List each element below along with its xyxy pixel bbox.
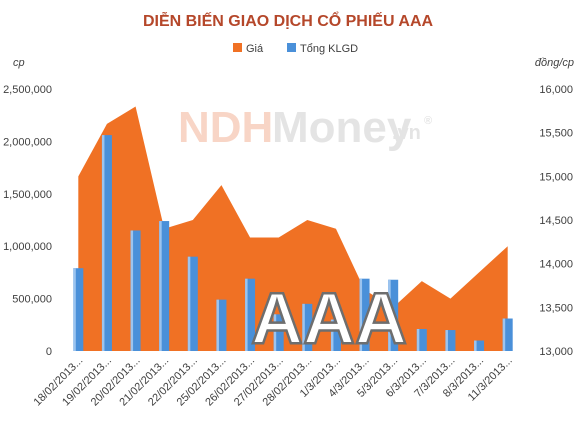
volume-bar-highlight — [445, 330, 448, 351]
volume-bar — [416, 328, 427, 351]
volume-bar — [330, 319, 341, 351]
left-axis-tick-label: 2,500,000 — [3, 84, 52, 96]
legend-label-volume: Tổng KLGD — [300, 43, 358, 55]
volume-bar-highlight — [302, 303, 305, 351]
left-axis-tick-label: 2,000,000 — [3, 136, 52, 148]
volume-bar-highlight — [388, 279, 391, 351]
right-axis-tick-label: 14,500 — [539, 215, 573, 227]
price-area — [78, 106, 508, 351]
volume-bars-layer — [73, 135, 513, 351]
watermark-domain: .vn — [392, 122, 421, 144]
watermark-logo: NDH Money .vn ® — [178, 103, 432, 152]
volume-bar-highlight — [187, 256, 191, 351]
volume-bar-highlight — [130, 230, 134, 351]
x-axis: 18/02/2013...19/02/2013...20/02/2013...2… — [32, 355, 515, 409]
volume-bar — [245, 278, 256, 351]
left-axis: 0 500,000 1,000,000 1,500,000 2,000,000 2,500… — [3, 84, 52, 358]
legend-label-price: Giá — [246, 43, 264, 55]
right-axis-tick-label: 15,000 — [539, 171, 573, 183]
right-axis-unit: đồng/cp — [535, 57, 574, 69]
volume-bar-highlight — [73, 268, 76, 351]
volume-bar — [130, 230, 141, 351]
volume-bar-highlight — [330, 319, 334, 351]
volume-bar — [388, 279, 399, 351]
volume-bar-highlight — [359, 278, 363, 351]
right-axis-tick-label: 16,000 — [539, 84, 573, 96]
watermark-registered: ® — [424, 115, 432, 127]
volume-bar — [73, 268, 84, 351]
stock-code-overlay: AAA — [251, 279, 407, 359]
right-axis-tick-label: 13,000 — [539, 346, 573, 358]
volume-bar-highlight — [416, 328, 420, 351]
volume-bar — [445, 330, 456, 351]
watermark-ndh: NDH — [178, 103, 273, 152]
volume-bar — [216, 299, 227, 351]
right-axis: 13,000 13,500 14,000 14,500 15,000 15,500 16,0… — [539, 84, 573, 358]
price-area-layer — [78, 106, 508, 351]
volume-bar — [359, 278, 370, 351]
volume-bar — [101, 135, 112, 351]
chart-title: DIỄN BIẾN GIAO DỊCH CỔ PHIẾU AAA — [143, 11, 434, 30]
watermark-money: Money — [272, 103, 412, 152]
right-axis-tick-label: 14,000 — [539, 259, 573, 271]
volume-bar — [273, 314, 284, 351]
volume-bar — [302, 303, 313, 351]
right-axis-tick-label: 15,500 — [539, 128, 573, 140]
left-axis-tick-label: 500,000 — [12, 294, 52, 306]
volume-bar — [474, 340, 485, 351]
volume-bar-highlight — [216, 299, 219, 351]
volume-bar-highlight — [273, 314, 277, 351]
volume-bar — [187, 256, 198, 351]
left-axis-tick-label: 1,500,000 — [3, 189, 52, 201]
volume-bar — [502, 318, 513, 351]
legend: Giá Tổng KLGD — [233, 43, 358, 55]
left-axis-tick-label: 0 — [46, 346, 52, 358]
legend-swatch-volume — [287, 43, 296, 52]
right-axis-tick-label: 13,500 — [539, 302, 573, 314]
volume-bar-highlight — [159, 221, 162, 351]
volume-bar — [159, 221, 170, 351]
left-axis-tick-label: 1,000,000 — [3, 241, 52, 253]
volume-bar-highlight — [245, 278, 248, 351]
volume-bar-highlight — [101, 135, 105, 351]
left-axis-unit: cp — [13, 57, 25, 69]
volume-bar-highlight — [502, 318, 506, 351]
volume-bar-highlight — [474, 340, 477, 351]
legend-swatch-price — [233, 43, 242, 52]
